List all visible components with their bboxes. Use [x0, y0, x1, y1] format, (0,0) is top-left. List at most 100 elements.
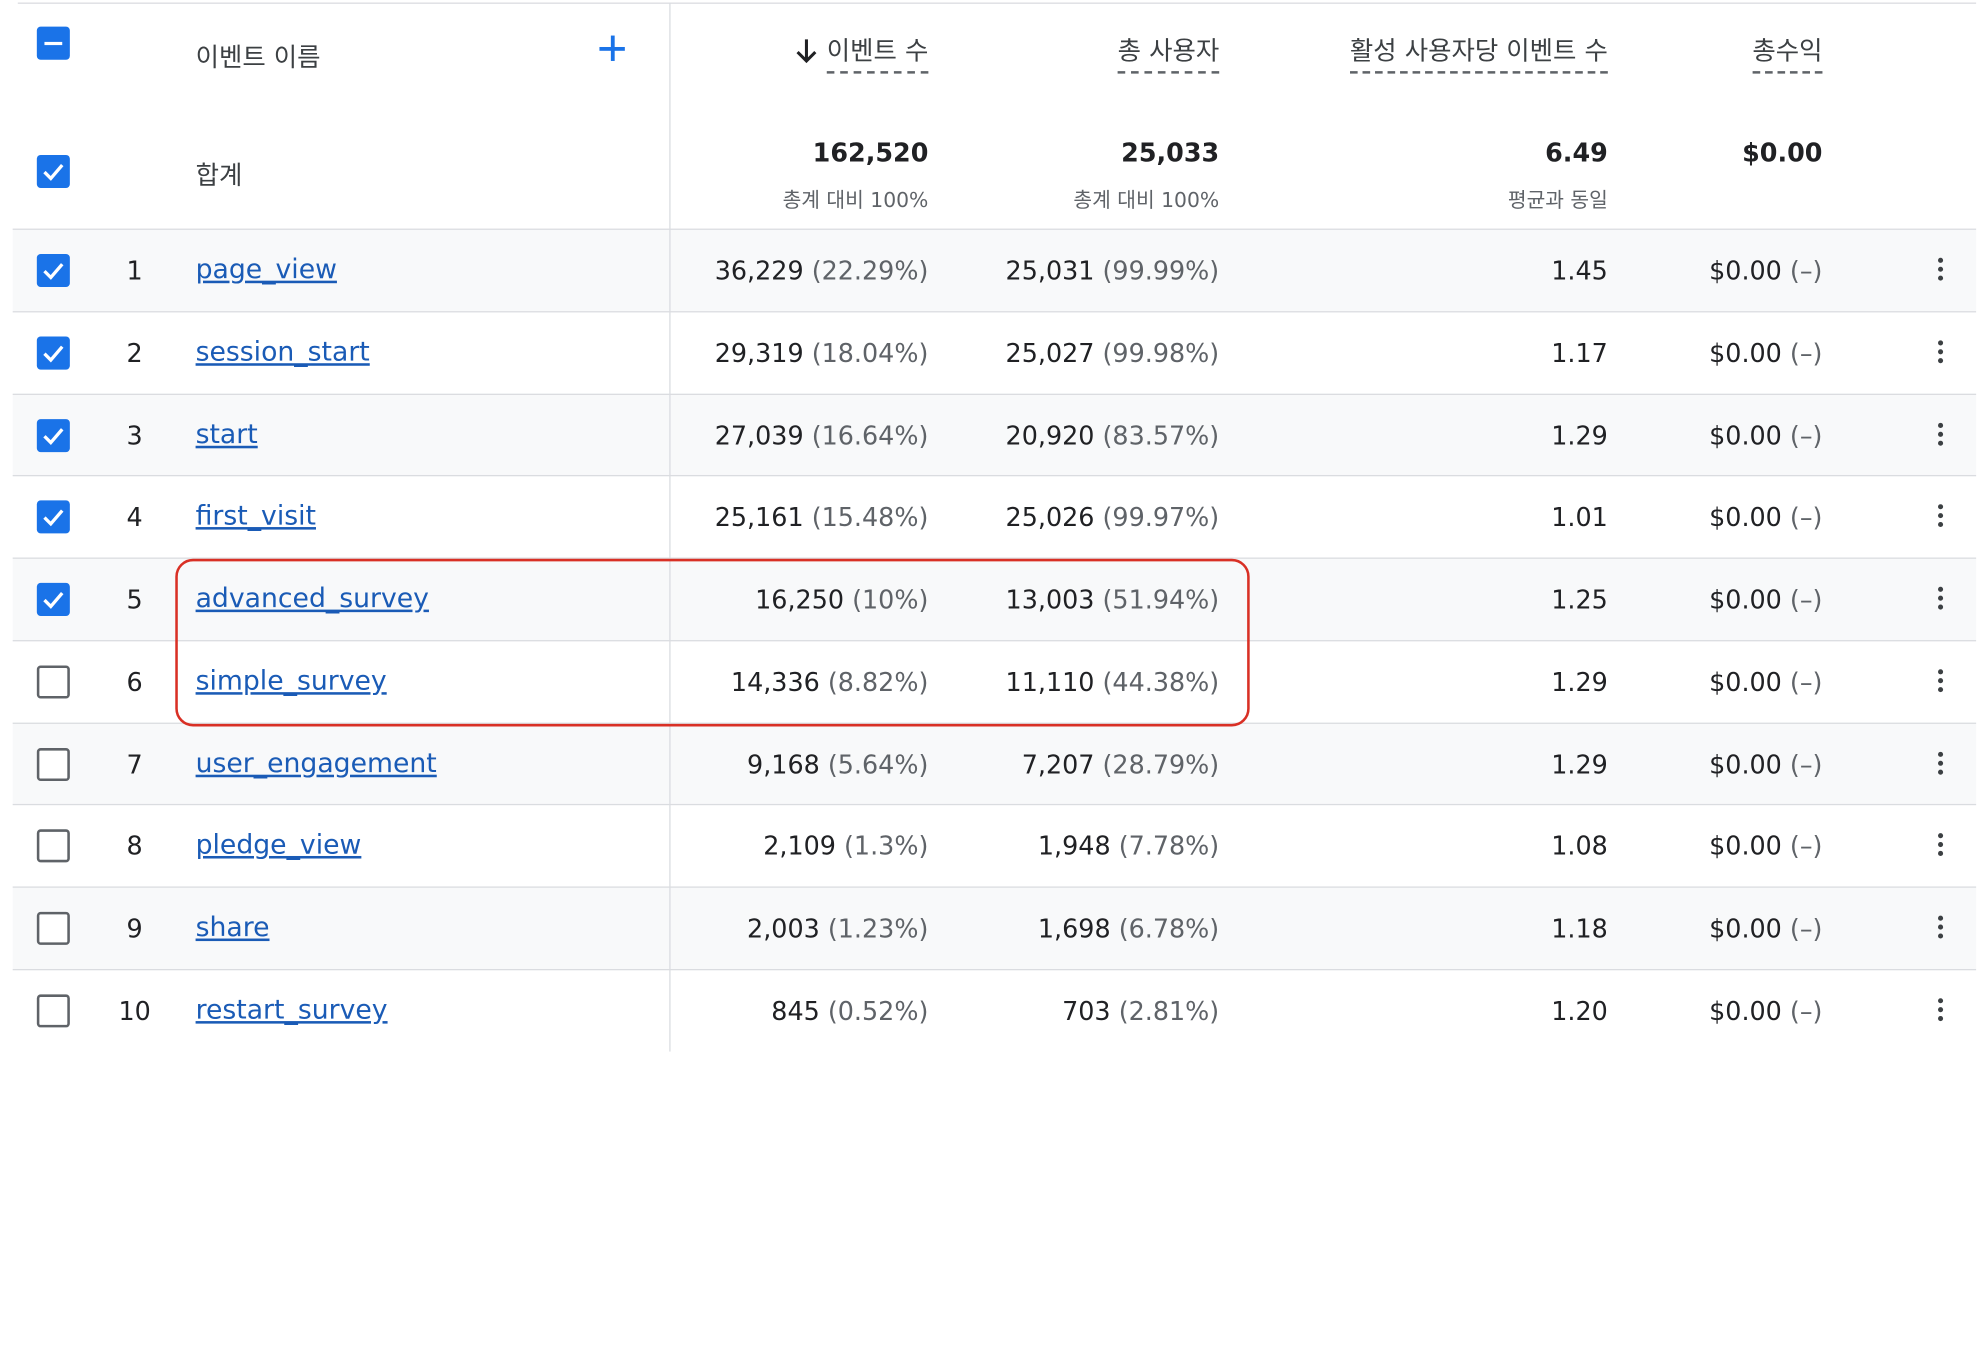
total-events-per-user: 6.49 — [1545, 137, 1608, 168]
total-users-pct: (51.94%) — [1102, 584, 1220, 615]
total-revenue: $0.00 — [1742, 137, 1823, 168]
events-per-user-cell: 1.18 — [1551, 913, 1608, 944]
revenue-value: $0.00 — [1709, 830, 1782, 862]
row-rank: 5 — [126, 584, 143, 615]
more-vert-icon[interactable] — [1938, 668, 1946, 696]
event-count-pct: (0.52%) — [827, 995, 929, 1026]
total-users-cell: 25,031 (99.99%) — [1006, 255, 1220, 285]
total-users-value: 1,948 — [1037, 830, 1111, 862]
totals-checkbox[interactable] — [36, 154, 70, 188]
event-count-cell: 845 (0.52%) — [771, 995, 928, 1025]
revenue-cell: $0.00 (–) — [1709, 749, 1822, 779]
event-count-value: 845 — [771, 995, 820, 1026]
table-row[interactable]: 7 user_engagement 9,168 (5.64%) 7,207 (28.7… — [12, 721, 1977, 805]
event-count-value: 29,319 — [714, 337, 804, 368]
more-vert-icon[interactable] — [1938, 997, 1946, 1025]
more-vert-icon[interactable] — [1938, 833, 1946, 860]
row-checkbox[interactable] — [36, 582, 70, 616]
revenue-pct: (–) — [1789, 419, 1823, 451]
column-header-revenue[interactable]: 총수익 — [1752, 30, 1823, 74]
more-vert-icon[interactable] — [1938, 586, 1946, 614]
event-count-pct: (22.29%) — [811, 255, 929, 286]
total-users-cell: 25,027 (99.98%) — [1006, 338, 1220, 368]
revenue-value: $0.00 — [1709, 419, 1782, 451]
select-all-checkbox[interactable] — [36, 26, 70, 60]
row-checkbox[interactable] — [36, 747, 70, 781]
more-vert-icon[interactable] — [1938, 257, 1946, 285]
event-name-link[interactable]: restart_survey — [195, 994, 388, 1025]
column-header-total-users[interactable]: 총 사용자 — [1117, 30, 1220, 74]
event-count-cell: 16,250 (10%) — [755, 584, 928, 614]
arrow-down-icon — [796, 39, 817, 64]
total-users-value: 25,027 — [1005, 337, 1095, 368]
table-row[interactable]: 1 page_view 36,229 (22.29%) 25,031 (99.99%)… — [12, 228, 1977, 312]
event-name-link[interactable]: session_start — [195, 336, 370, 367]
revenue-pct: (–) — [1789, 748, 1823, 780]
revenue-cell: $0.00 (–) — [1709, 420, 1822, 450]
events-per-user-cell: 1.17 — [1551, 337, 1608, 368]
table-row[interactable]: 5 advanced_survey 16,250 (10%) 13,003 (51.9… — [12, 557, 1977, 641]
event-name-link[interactable]: start — [195, 418, 258, 449]
event-name-link[interactable]: first_visit — [195, 500, 316, 532]
total-users-cell: 703 (2.81%) — [1062, 995, 1219, 1025]
row-checkbox[interactable] — [36, 994, 70, 1028]
table-row[interactable]: 9 share 2,003 (1.23%) 1,698 (6.78%) 1.18 $0.0… — [12, 886, 1977, 970]
more-vert-icon[interactable] — [1938, 504, 1946, 532]
event-name-link[interactable]: share — [195, 911, 270, 943]
check-icon — [43, 592, 64, 609]
totals-label: 합계 — [195, 160, 243, 191]
table-row[interactable]: 8 pledge_view 2,109 (1.3%) 1,948 (7.78%) 1.0… — [12, 804, 1977, 887]
total-users-cell: 13,003 (51.94%) — [1006, 584, 1220, 614]
row-rank: 9 — [126, 913, 143, 944]
revenue-value: $0.00 — [1709, 584, 1782, 615]
table-row[interactable]: 10 restart_survey 845 (0.52%) 703 (2.81%) 1.… — [12, 968, 1977, 1052]
row-checkbox[interactable] — [36, 829, 70, 863]
row-rank: 10 — [118, 995, 151, 1026]
row-checkbox[interactable] — [36, 911, 70, 945]
events-per-user-cell: 1.01 — [1551, 501, 1608, 533]
row-checkbox[interactable] — [36, 500, 70, 534]
total-users-pct: (83.57%) — [1102, 419, 1220, 451]
total-users-pct: (7.78%) — [1118, 830, 1220, 862]
plus-icon[interactable] — [597, 33, 627, 63]
event-count-cell: 2,003 (1.23%) — [747, 913, 928, 943]
events-per-user-cell: 1.08 — [1551, 830, 1608, 862]
check-icon — [43, 164, 64, 181]
table-row[interactable]: 3 start 27,039 (16.64%) 20,920 (83.57%) 1.29… — [12, 393, 1977, 476]
events-per-user-cell: 1.29 — [1551, 666, 1608, 697]
event-count-pct: (16.64%) — [811, 419, 929, 451]
check-icon — [43, 263, 64, 280]
event-name-link[interactable]: pledge_view — [195, 829, 362, 861]
row-checkbox[interactable] — [36, 418, 70, 452]
event-name-link[interactable]: page_view — [195, 254, 337, 285]
revenue-value: $0.00 — [1709, 337, 1782, 368]
more-vert-icon[interactable] — [1938, 751, 1946, 778]
revenue-value: $0.00 — [1709, 913, 1782, 944]
table-row[interactable]: 4 first_visit 25,161 (15.48%) 25,026 (99.97… — [12, 475, 1977, 558]
dimension-header[interactable]: 이벤트 이름 — [195, 41, 321, 73]
table-row[interactable]: 2 session_start 29,319 (18.04%) 25,027 (99.… — [12, 310, 1977, 394]
total-users-pct: (28.79%) — [1102, 748, 1220, 780]
event-name-link[interactable]: advanced_survey — [195, 582, 429, 614]
row-checkbox[interactable] — [36, 665, 70, 699]
more-vert-icon[interactable] — [1938, 915, 1946, 943]
more-vert-icon[interactable] — [1938, 340, 1946, 367]
event-name-link[interactable]: user_engagement — [195, 747, 437, 778]
more-vert-icon[interactable] — [1938, 422, 1946, 449]
row-rank: 8 — [126, 830, 143, 862]
event-count-cell: 25,161 (15.48%) — [715, 502, 929, 532]
event-count-cell: 29,319 (18.04%) — [715, 338, 929, 368]
indeterminate-icon — [44, 41, 63, 46]
event-count-cell: 27,039 (16.64%) — [715, 420, 929, 450]
table-row[interactable]: 6 simple_survey 14,336 (8.82%) 11,110 (44.3… — [12, 639, 1977, 723]
row-checkbox[interactable] — [36, 336, 70, 370]
row-checkbox[interactable] — [36, 254, 70, 288]
column-header-events-per-user[interactable]: 활성 사용자당 이벤트 수 — [1349, 30, 1608, 74]
total-users-value: 11,110 — [1005, 666, 1095, 697]
event-name-link[interactable]: simple_survey — [195, 665, 387, 696]
revenue-cell: $0.00 (–) — [1709, 502, 1822, 532]
table-header: 이벤트 이름 이벤트 수 총 사용자 활성 사용자당 이벤트 수 총수익 합계 … — [0, 0, 1981, 229]
column-header-event-count[interactable]: 이벤트 수 — [794, 30, 929, 74]
event-count-pct: (5.64%) — [827, 748, 929, 780]
revenue-cell: $0.00 (–) — [1709, 831, 1822, 861]
